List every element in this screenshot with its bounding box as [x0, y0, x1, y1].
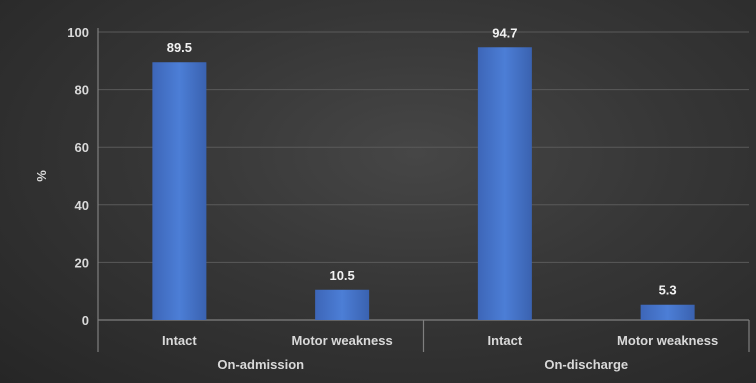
- x-category-label: Intact: [162, 333, 197, 348]
- data-label: 94.7: [492, 25, 517, 40]
- y-tick-label: 60: [75, 140, 89, 155]
- bars: [152, 47, 695, 321]
- bar: [640, 304, 695, 320]
- data-label: 10.5: [329, 268, 354, 283]
- axes: [97, 28, 750, 352]
- bar: [152, 62, 207, 321]
- y-tick-label: 80: [75, 83, 89, 98]
- x-group-label: On-discharge: [544, 357, 628, 372]
- x-group-label: On-admission: [217, 357, 304, 372]
- y-tick-label: 0: [82, 313, 89, 328]
- y-tick-label: 100: [67, 25, 89, 40]
- gridlines: [98, 31, 749, 263]
- x-category-label: Intact: [488, 333, 523, 348]
- x-category-label: Motor weakness: [617, 333, 718, 348]
- x-category-label: Motor weakness: [292, 333, 393, 348]
- bar: [315, 289, 370, 320]
- data-label: 89.5: [167, 40, 192, 55]
- labels: 0 20 40 60 80 100% 89.5 Intact 10.5 Motor weaknes…: [34, 25, 718, 372]
- y-tick-label: 40: [75, 198, 89, 213]
- bar: [477, 47, 532, 320]
- y-axis-label: %: [34, 170, 49, 182]
- data-label: 5.3: [659, 283, 677, 298]
- y-tick-label: 20: [75, 255, 89, 270]
